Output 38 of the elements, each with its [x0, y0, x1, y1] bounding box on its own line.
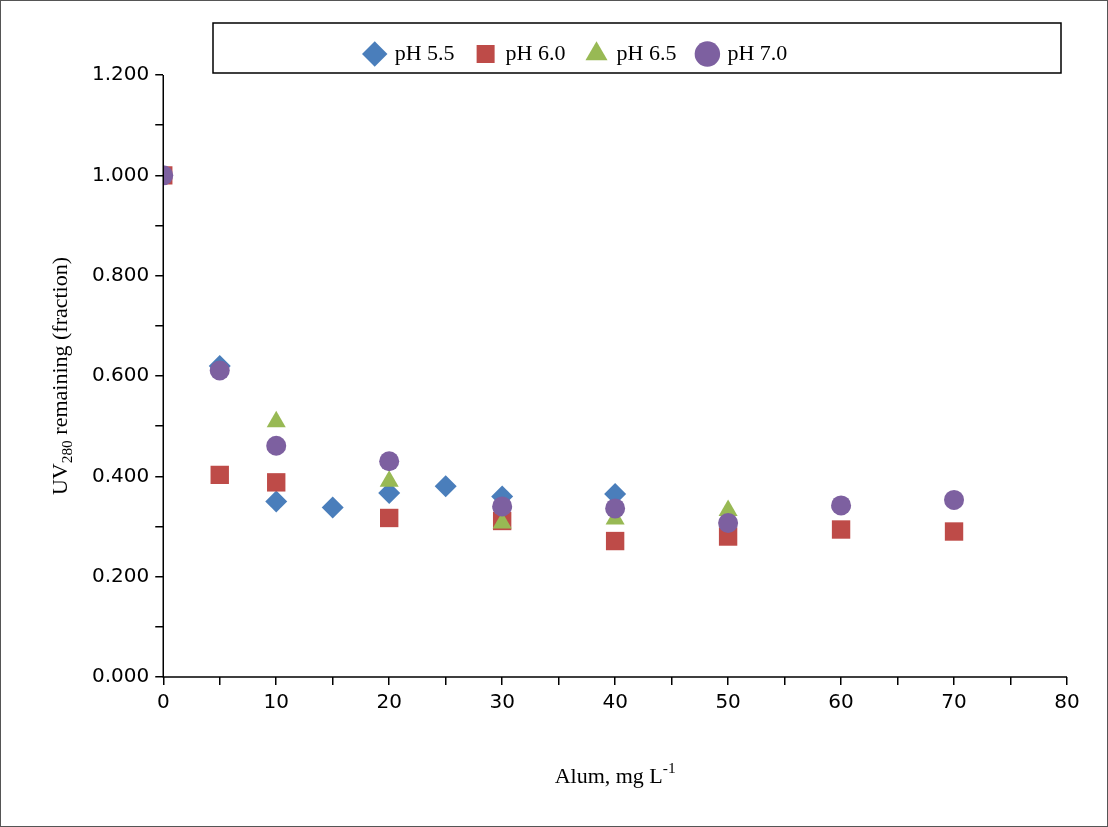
- x-tick-label: 50: [715, 689, 741, 714]
- y-tick-label: 0.200: [91, 562, 150, 587]
- point: [492, 496, 513, 517]
- point: [944, 522, 964, 541]
- point: [831, 495, 852, 516]
- y-tick-label: 1.000: [91, 161, 150, 186]
- y-tick-label: 1.200: [91, 61, 150, 86]
- x-tick-label: 30: [489, 689, 515, 714]
- x-tick-label: 80: [1054, 689, 1080, 714]
- legend-label: pH 5.5: [394, 39, 455, 65]
- legend-label: pH 7.0: [727, 39, 788, 65]
- point: [210, 465, 229, 485]
- point: [266, 435, 287, 456]
- point: [434, 475, 457, 498]
- y-axis-title: UV280 remaining (fraction): [46, 256, 75, 496]
- y-tick-label: 0.600: [91, 362, 150, 387]
- point: [379, 451, 400, 472]
- point: [831, 520, 851, 539]
- legend-label: pH 6.5: [616, 39, 677, 65]
- point: [267, 473, 286, 492]
- point: [380, 508, 399, 528]
- x-tick-label: 70: [941, 689, 967, 714]
- point: [718, 512, 739, 533]
- point: [605, 531, 625, 551]
- point: [944, 489, 965, 510]
- x-tick-label: 60: [828, 689, 854, 714]
- x-tick-label: 0: [156, 689, 170, 714]
- y-tick-label: 0.800: [91, 261, 150, 286]
- point: [209, 360, 230, 381]
- point: [265, 490, 288, 513]
- x-tick-label: 40: [602, 689, 628, 714]
- point: [321, 496, 344, 519]
- legend-label: pH 6.0: [505, 39, 566, 65]
- point: [605, 498, 626, 519]
- y-tick-label: 0.000: [91, 663, 150, 688]
- y-tick-label: 0.400: [91, 462, 150, 487]
- x-tick-label: 20: [376, 689, 402, 714]
- x-tick-label: 10: [263, 689, 289, 714]
